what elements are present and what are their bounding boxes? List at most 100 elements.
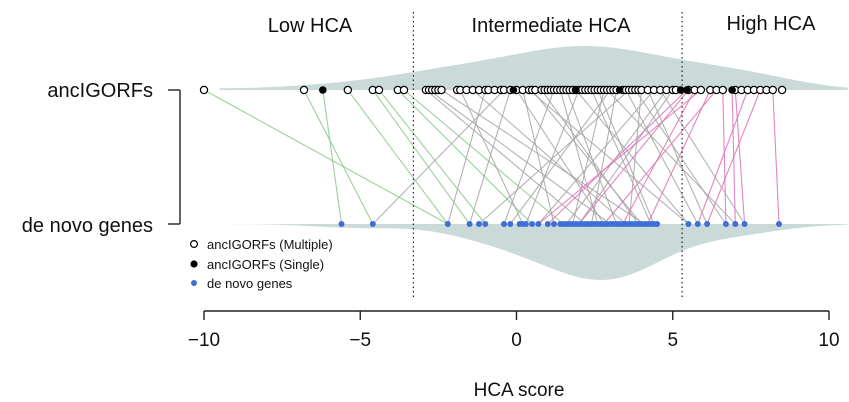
data-points <box>199 85 787 227</box>
link-29 <box>597 89 655 225</box>
x-tick-label-3: 5 <box>667 330 678 351</box>
point-anc-multiple-12 <box>437 85 446 95</box>
point-de-novo-5 <box>482 221 489 227</box>
link-47 <box>647 89 708 225</box>
link-14 <box>469 89 511 225</box>
row-label-de-novo-genes: de novo genes <box>22 215 153 237</box>
point-anc-multiple-6 <box>399 85 409 95</box>
link-16 <box>522 89 555 225</box>
point-anc-single-5 <box>683 86 691 94</box>
point-de-novo-53 <box>776 221 782 227</box>
link-32 <box>509 89 611 225</box>
link-26 <box>537 89 655 225</box>
point-anc-single-4 <box>676 86 685 94</box>
legend-marker-anc-multiple <box>190 240 199 249</box>
link-0 <box>203 89 449 225</box>
point-de-novo-6 <box>501 221 507 227</box>
de-novo-density <box>219 224 848 280</box>
point-de-novo-47 <box>685 221 692 227</box>
point-de-novo-13 <box>544 221 551 227</box>
point-anc-multiple-4 <box>374 85 384 95</box>
link-45 <box>731 89 736 225</box>
point-anc-single-1 <box>509 86 518 94</box>
legend-label-anc-single: ancIGORFs (Single) <box>207 257 324 272</box>
link-22 <box>572 89 605 225</box>
point-de-novo-7 <box>507 221 514 227</box>
link-10 <box>441 89 645 225</box>
link-12 <box>372 89 505 225</box>
link-21 <box>590 89 652 225</box>
x-tick-label-0: −10 <box>188 330 220 351</box>
legend: ancIGORFs (Multiple) ancIGORFs (Single) … <box>190 237 333 291</box>
legend-marker-de-novo <box>191 280 197 286</box>
x-tick-label-2: 0 <box>511 330 522 351</box>
link-5 <box>378 89 486 225</box>
link-37 <box>538 89 702 225</box>
point-de-novo-3 <box>466 221 473 227</box>
region-label-high: High HCA <box>727 13 817 35</box>
point-de-novo-49 <box>704 221 711 227</box>
point-anc-single-6 <box>728 86 736 94</box>
link-2 <box>322 89 343 225</box>
row-label-ancigorfs: ancIGORFs <box>47 80 153 102</box>
point-de-novo-11 <box>529 221 536 227</box>
link-19 <box>565 89 618 225</box>
point-anc-single-3 <box>615 86 624 94</box>
legend-label-anc-multiple: ancIGORFs (Multiple) <box>207 237 333 252</box>
point-anc-single-2 <box>572 86 580 94</box>
link-13 <box>447 89 486 225</box>
link-31 <box>472 89 627 225</box>
link-8 <box>425 89 586 225</box>
point-anc-multiple-72 <box>718 85 728 95</box>
point-de-novo-52 <box>741 221 748 227</box>
link-17 <box>531 89 642 225</box>
link-35 <box>578 89 689 225</box>
link-42 <box>697 89 749 225</box>
link-6 <box>397 89 533 225</box>
row-axis <box>168 89 181 225</box>
point-de-novo-4 <box>476 221 482 227</box>
point-anc-multiple-79 <box>768 85 778 95</box>
link-39 <box>603 89 717 225</box>
x-tick-label-4: 10 <box>818 330 839 351</box>
link-40 <box>722 89 727 225</box>
link-46 <box>547 89 688 225</box>
point-de-novo-0 <box>338 221 345 227</box>
link-28 <box>575 89 689 225</box>
link-3 <box>347 89 449 225</box>
point-de-novo-12 <box>535 221 542 227</box>
region-label-intermediate: Intermediate HCA <box>472 15 632 37</box>
link-41 <box>734 89 746 225</box>
link-44 <box>772 89 780 225</box>
point-anc-multiple-1 <box>299 85 309 95</box>
region-label-low: Low HCA <box>268 15 353 37</box>
link-9 <box>428 89 611 225</box>
link-25 <box>628 89 643 225</box>
point-de-novo-2 <box>444 221 451 227</box>
point-de-novo-50 <box>722 221 729 227</box>
legend-label-de-novo: de novo genes <box>207 276 293 291</box>
point-de-novo-48 <box>694 221 701 227</box>
link-51 <box>634 89 727 225</box>
x-axis: −10 −5 0 5 10 <box>188 310 840 351</box>
link-34 <box>559 89 599 225</box>
link-48 <box>625 89 699 225</box>
point-de-novo-51 <box>732 221 739 227</box>
x-axis-title: HCA score <box>474 380 565 401</box>
link-38 <box>647 89 711 225</box>
point-anc-multiple-0 <box>199 85 209 95</box>
link-20 <box>525 89 580 225</box>
link-24 <box>478 89 630 225</box>
link-52 <box>528 89 689 225</box>
link-33 <box>566 89 667 225</box>
ortholog-links <box>203 89 780 225</box>
link-1 <box>303 89 374 225</box>
point-de-novo-46 <box>654 221 661 227</box>
link-50 <box>659 89 746 225</box>
point-anc-multiple-2 <box>343 85 352 95</box>
link-18 <box>503 89 555 225</box>
point-anc-multiple-80 <box>777 85 787 95</box>
point-de-novo-10 <box>522 221 529 227</box>
point-de-novo-14 <box>551 221 557 227</box>
